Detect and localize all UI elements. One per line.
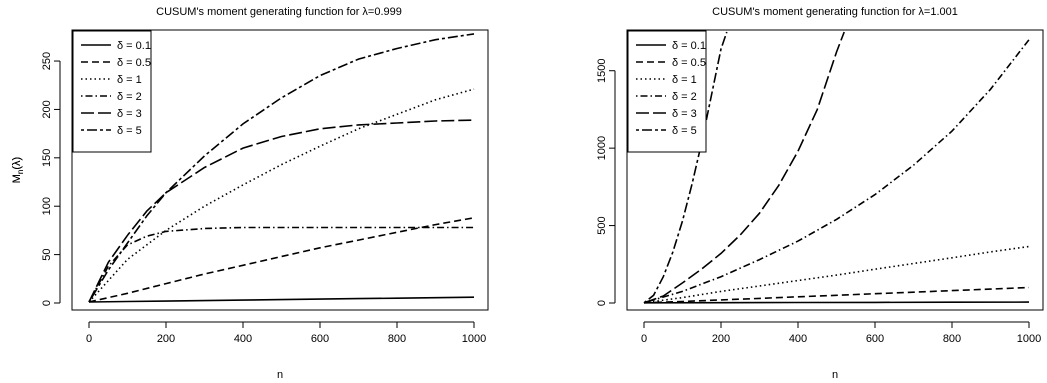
- x-tick-label: 200: [712, 333, 730, 345]
- y-tick-label: 1500: [596, 58, 608, 82]
- legend-label: δ = 5: [117, 125, 142, 137]
- x-tick-label: 800: [943, 333, 961, 345]
- x-tick-label: 600: [311, 333, 329, 345]
- y-tick-label: 100: [41, 197, 53, 215]
- legend-label: δ = 1: [672, 74, 697, 86]
- legend-label: δ = 2: [672, 91, 697, 103]
- x-tick-label: 0: [641, 333, 647, 345]
- x-axis-label: n: [832, 369, 838, 381]
- series-line: [643, 31, 845, 304]
- y-tick-label: 50: [41, 248, 53, 260]
- left-chart-panel: CUSUM's moment generating function for λ…: [11, 6, 489, 381]
- chart-title: CUSUM's moment generating function for λ…: [712, 6, 958, 18]
- x-tick-label: 800: [388, 333, 406, 345]
- series-lines: [643, 31, 1030, 304]
- legend-label: δ = 1: [117, 74, 142, 86]
- legend-label: δ = 0.5: [672, 57, 706, 69]
- legend-box: [627, 30, 707, 153]
- chart-title: CUSUM's moment generating function for λ…: [156, 6, 402, 18]
- plot-frame: [626, 29, 1044, 311]
- right-chart-panel: CUSUM's moment generating function for λ…: [11, 6, 1044, 381]
- series-line: [643, 39, 1030, 304]
- y-tick-label: 250: [41, 52, 53, 70]
- x-tick-label: 600: [866, 333, 884, 345]
- legend-label: δ = 0.1: [672, 40, 706, 52]
- series-line: [643, 301, 1030, 304]
- y-tick-label: 500: [596, 216, 608, 234]
- series-line: [88, 119, 475, 303]
- legend-label: δ = 5: [672, 125, 697, 137]
- x-tick-label: 1000: [1017, 333, 1041, 345]
- y-tick-label: 0: [596, 300, 608, 306]
- legend-label: δ = 3: [672, 108, 697, 120]
- y-tick-label: 0: [41, 300, 53, 306]
- x-tick-label: 200: [157, 333, 175, 345]
- legend-label: δ = 0.1: [117, 40, 151, 52]
- y-tick-label: 1000: [596, 136, 608, 160]
- y-tick-label: 200: [41, 100, 53, 118]
- series-line: [88, 296, 475, 303]
- y-tick-label: 150: [41, 149, 53, 167]
- series-line: [643, 286, 1030, 304]
- series-line: [88, 88, 475, 303]
- legend-label: δ = 0.5: [117, 57, 151, 69]
- y-axis-label: Mn(λ): [11, 157, 25, 183]
- x-tick-label: 400: [789, 333, 807, 345]
- x-tick-label: 400: [234, 333, 252, 345]
- plot-frame: [71, 29, 489, 311]
- series-line: [88, 217, 475, 303]
- y-axis-label: Mn(λ): [11, 157, 25, 183]
- series-line: [88, 226, 474, 303]
- series-line: [643, 245, 1030, 304]
- series-line: [88, 33, 475, 303]
- legend-label: δ = 2: [117, 91, 142, 103]
- series-lines: [88, 33, 475, 303]
- x-tick-label: 0: [86, 333, 92, 345]
- legend-label: δ = 3: [117, 108, 142, 120]
- x-tick-label: 1000: [462, 333, 486, 345]
- x-axis-label: n: [277, 369, 283, 381]
- legend-box: [72, 30, 152, 153]
